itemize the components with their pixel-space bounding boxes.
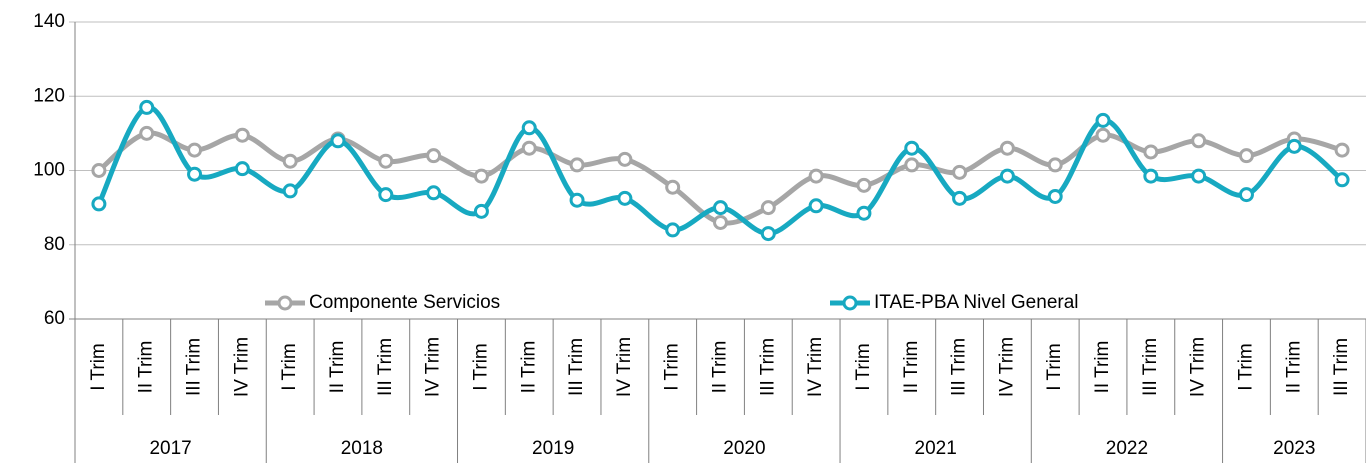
point — [952, 190, 968, 206]
point — [569, 192, 585, 208]
x-tick-label: I Trim — [470, 343, 491, 391]
point — [617, 151, 633, 167]
x-tick-label: IV Trim — [231, 337, 252, 397]
point — [713, 200, 728, 216]
x-tick-label: I Trim — [662, 343, 683, 391]
point — [91, 163, 107, 178]
x-tick-label: II Trim — [1092, 341, 1113, 394]
point — [282, 153, 298, 169]
y-tick-label: 80 — [44, 234, 65, 255]
point — [187, 166, 203, 182]
point — [1191, 168, 1207, 184]
point — [1334, 142, 1350, 158]
point — [1143, 144, 1159, 160]
x-tick-label: III Trim — [1140, 338, 1161, 396]
legend-label: ITAE-PBA Nivel General — [874, 292, 1079, 313]
x-tick-label: IV Trim — [423, 337, 444, 397]
point — [234, 127, 250, 143]
x-tick-label: I Trim — [853, 343, 874, 391]
point — [856, 205, 872, 221]
point — [952, 164, 968, 180]
point — [1286, 138, 1302, 154]
point — [521, 120, 537, 136]
year-label: 2022 — [1106, 438, 1148, 459]
point — [1238, 187, 1254, 203]
year-label: 2019 — [532, 438, 574, 459]
x-tick-label: II Trim — [518, 341, 539, 394]
year-label: 2021 — [915, 438, 957, 459]
x-tick-label: III Trim — [1331, 338, 1352, 396]
y-tick-label: 120 — [33, 85, 65, 106]
x-tick-label: III Trim — [949, 338, 970, 396]
point — [330, 133, 346, 149]
point — [473, 168, 489, 184]
x-tick-label: II Trim — [136, 341, 157, 394]
point — [91, 196, 107, 212]
point — [904, 140, 920, 156]
point — [521, 140, 537, 156]
point — [1047, 157, 1063, 173]
point — [760, 200, 776, 216]
point — [617, 190, 633, 206]
x-tick-label: IV Trim — [614, 337, 635, 397]
x-tick-label: I Trim — [88, 343, 109, 391]
point — [999, 168, 1015, 184]
point — [234, 161, 250, 177]
point — [760, 226, 776, 242]
point — [856, 177, 872, 193]
year-label: 2018 — [341, 438, 383, 459]
point — [139, 99, 155, 115]
x-tick-label: II Trim — [1283, 341, 1304, 394]
point — [808, 198, 824, 214]
point — [378, 153, 394, 169]
legend-label: Componente Servicios — [309, 292, 500, 313]
point — [1143, 168, 1159, 184]
point — [1191, 133, 1207, 149]
point — [187, 142, 203, 158]
point — [1238, 148, 1254, 164]
point — [1334, 172, 1350, 188]
point — [426, 185, 442, 201]
point — [665, 222, 681, 238]
x-tick-label: I Trim — [279, 343, 300, 391]
point — [665, 179, 681, 195]
y-tick-label: 100 — [33, 160, 65, 181]
year-label: 2017 — [149, 438, 191, 459]
point — [426, 148, 442, 164]
x-tick-label: IV Trim — [996, 337, 1017, 397]
x-tick-label: II Trim — [710, 341, 731, 394]
x-tick-label: III Trim — [566, 338, 587, 396]
legend-marker — [842, 295, 858, 311]
year-label: 2020 — [723, 438, 765, 459]
x-tick-label: IV Trim — [805, 337, 826, 397]
point — [378, 187, 394, 203]
point — [713, 214, 728, 230]
point — [473, 203, 489, 219]
x-tick-label: II Trim — [327, 341, 348, 394]
x-tick-label: III Trim — [375, 338, 396, 396]
point — [282, 183, 298, 199]
x-tick-label: I Trim — [1235, 343, 1256, 391]
x-tick-label: III Trim — [757, 338, 778, 396]
x-tick-label: I Trim — [1044, 343, 1065, 391]
legend-marker — [277, 295, 293, 311]
point — [1095, 127, 1111, 143]
x-tick-label: III Trim — [184, 338, 205, 396]
point — [1095, 112, 1111, 128]
point — [808, 168, 824, 184]
point — [139, 125, 155, 141]
point — [569, 157, 585, 173]
year-label: 2023 — [1273, 438, 1315, 459]
point — [1047, 188, 1063, 204]
x-tick-label: II Trim — [901, 341, 922, 394]
x-tick-label: IV Trim — [1188, 337, 1209, 397]
y-tick-label: 60 — [44, 308, 65, 329]
point — [904, 157, 920, 173]
y-tick-label: 140 — [33, 11, 65, 32]
point — [999, 140, 1015, 156]
